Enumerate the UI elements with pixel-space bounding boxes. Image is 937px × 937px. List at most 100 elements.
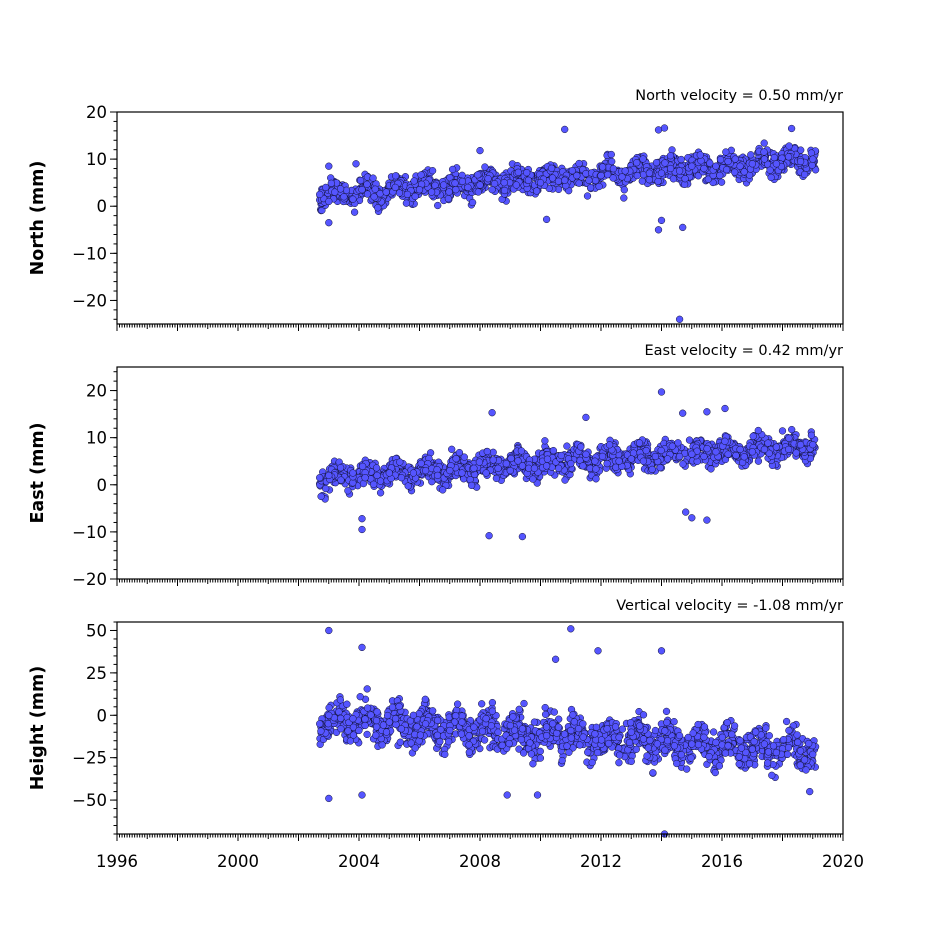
- height-cloud-point: [687, 754, 695, 762]
- north-cloud-point: [731, 168, 739, 176]
- north-cloud-point: [445, 188, 453, 196]
- height-cloud-point: [627, 757, 635, 766]
- height-cloud-point: [565, 748, 573, 756]
- north-cloud-point: [363, 180, 371, 188]
- east-data-point: [554, 464, 563, 472]
- north-cloud-point: [696, 151, 704, 159]
- north-cloud-point: [740, 168, 748, 176]
- height-cloud-point: [441, 750, 449, 759]
- height-cloud-point: [529, 760, 537, 768]
- east-data-point: [349, 469, 357, 477]
- height-cloud-point: [317, 727, 325, 735]
- east-data-point: [682, 508, 690, 516]
- height-cloud-point: [519, 749, 528, 757]
- north-cloud-point: [808, 161, 816, 169]
- height-cloud-point: [735, 753, 743, 761]
- east-data-point: [470, 464, 478, 472]
- east-y-tick-label: 0: [97, 476, 108, 495]
- east-data-point: [361, 474, 369, 482]
- east-data-point: [358, 515, 366, 523]
- north-data-point: [796, 157, 805, 166]
- east-data-point: [567, 459, 575, 468]
- height-cloud-point: [478, 700, 486, 708]
- height-cloud-point: [488, 707, 496, 715]
- height-data-point: [518, 725, 527, 733]
- east-cloud-point: [557, 451, 565, 460]
- north-cloud-point: [586, 184, 595, 192]
- north-cloud-point: [402, 199, 411, 207]
- east-y-tick-label: 10: [86, 429, 107, 448]
- east-cloud-point: [754, 426, 762, 435]
- north-y-tick-label: −20: [72, 291, 107, 310]
- east-data-point: [316, 474, 324, 482]
- height-y-axis-label: Height (mm): [28, 666, 48, 790]
- height-cloud-point: [694, 740, 703, 749]
- height-cloud-point: [805, 739, 813, 748]
- height-cloud-point: [465, 732, 473, 740]
- height-cloud-point: [769, 742, 778, 750]
- height-data-point: [385, 718, 393, 726]
- east-data-point: [542, 462, 551, 470]
- height-data-point: [482, 715, 490, 723]
- east-data-point: [703, 516, 711, 524]
- height-cloud-point: [388, 703, 397, 711]
- height-data-point: [458, 718, 466, 726]
- north-cloud-point: [448, 165, 457, 174]
- height-cloud-point: [458, 712, 466, 720]
- height-cloud-point: [794, 738, 802, 746]
- height-cloud-point: [570, 718, 578, 726]
- height-cloud-point: [549, 720, 557, 728]
- height-cloud-point: [527, 750, 536, 758]
- height-cloud-point: [611, 723, 620, 731]
- east-cloud-point: [370, 480, 378, 488]
- height-cloud-point: [673, 759, 681, 768]
- east-y-tick-label: −10: [72, 523, 107, 542]
- height-cloud-point: [343, 700, 351, 708]
- east-data-point: [582, 413, 590, 422]
- north-data-point: [597, 171, 605, 180]
- north-y-axis-label: North (mm): [28, 161, 48, 276]
- height-panel-title: Vertical velocity = -1.08 mm/yr: [616, 598, 843, 614]
- east-cloud-point: [788, 425, 796, 434]
- east-y-tick-label: 20: [86, 382, 107, 401]
- north-data-point: [561, 125, 569, 134]
- east-cloud-point: [483, 447, 491, 456]
- north-cloud-point: [652, 158, 661, 167]
- east-data-point: [603, 459, 611, 468]
- north-cloud-point: [523, 169, 531, 177]
- north-cloud-point: [760, 139, 768, 147]
- east-cloud-point: [317, 492, 325, 501]
- north-cloud-point: [722, 166, 731, 174]
- north-data-point: [548, 174, 557, 182]
- height-cloud-point: [663, 718, 671, 727]
- height-data-point: [337, 725, 345, 733]
- height-cloud-point: [478, 727, 487, 735]
- north-data-point: [427, 188, 436, 196]
- east-cloud-point: [785, 434, 793, 442]
- east-data-point: [796, 441, 805, 449]
- height-cloud-point: [768, 771, 776, 779]
- east-cloud-point: [807, 431, 816, 439]
- north-cloud-point: [356, 176, 365, 185]
- north-data-point: [391, 183, 399, 192]
- north-cloud-point: [639, 155, 647, 163]
- north-y-tick-label: −10: [72, 244, 107, 263]
- north-y-ticks: −20 −10 0 10 20: [72, 103, 117, 320]
- height-data-point: [361, 721, 369, 730]
- north-data-point: [633, 171, 641, 180]
- north-data-point: [654, 126, 663, 134]
- north-cloud-point: [807, 149, 816, 157]
- east-data-point: [494, 464, 502, 472]
- height-cloud-point: [569, 711, 577, 719]
- height-cloud-point: [579, 733, 587, 741]
- north-cloud-point: [444, 195, 453, 203]
- height-cloud-point: [336, 696, 345, 704]
- east-cloud-point: [439, 486, 447, 494]
- north-data-point: [415, 186, 424, 194]
- east-data-point: [700, 452, 708, 461]
- east-cloud-point: [452, 455, 460, 463]
- east-data-point: [530, 464, 539, 472]
- east-cloud-point: [577, 443, 585, 451]
- height-cloud-point: [689, 729, 697, 737]
- height-cloud-point: [445, 738, 453, 746]
